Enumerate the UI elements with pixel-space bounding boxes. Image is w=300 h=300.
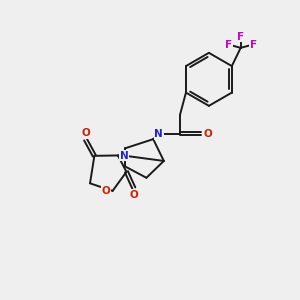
Text: N: N [154, 129, 163, 139]
Text: O: O [81, 128, 90, 138]
Text: F: F [250, 40, 257, 50]
Text: F: F [237, 32, 244, 42]
Text: F: F [225, 40, 232, 50]
Text: O: O [204, 129, 213, 139]
Text: O: O [129, 190, 138, 200]
Text: N: N [120, 151, 128, 160]
Text: O: O [102, 186, 110, 196]
